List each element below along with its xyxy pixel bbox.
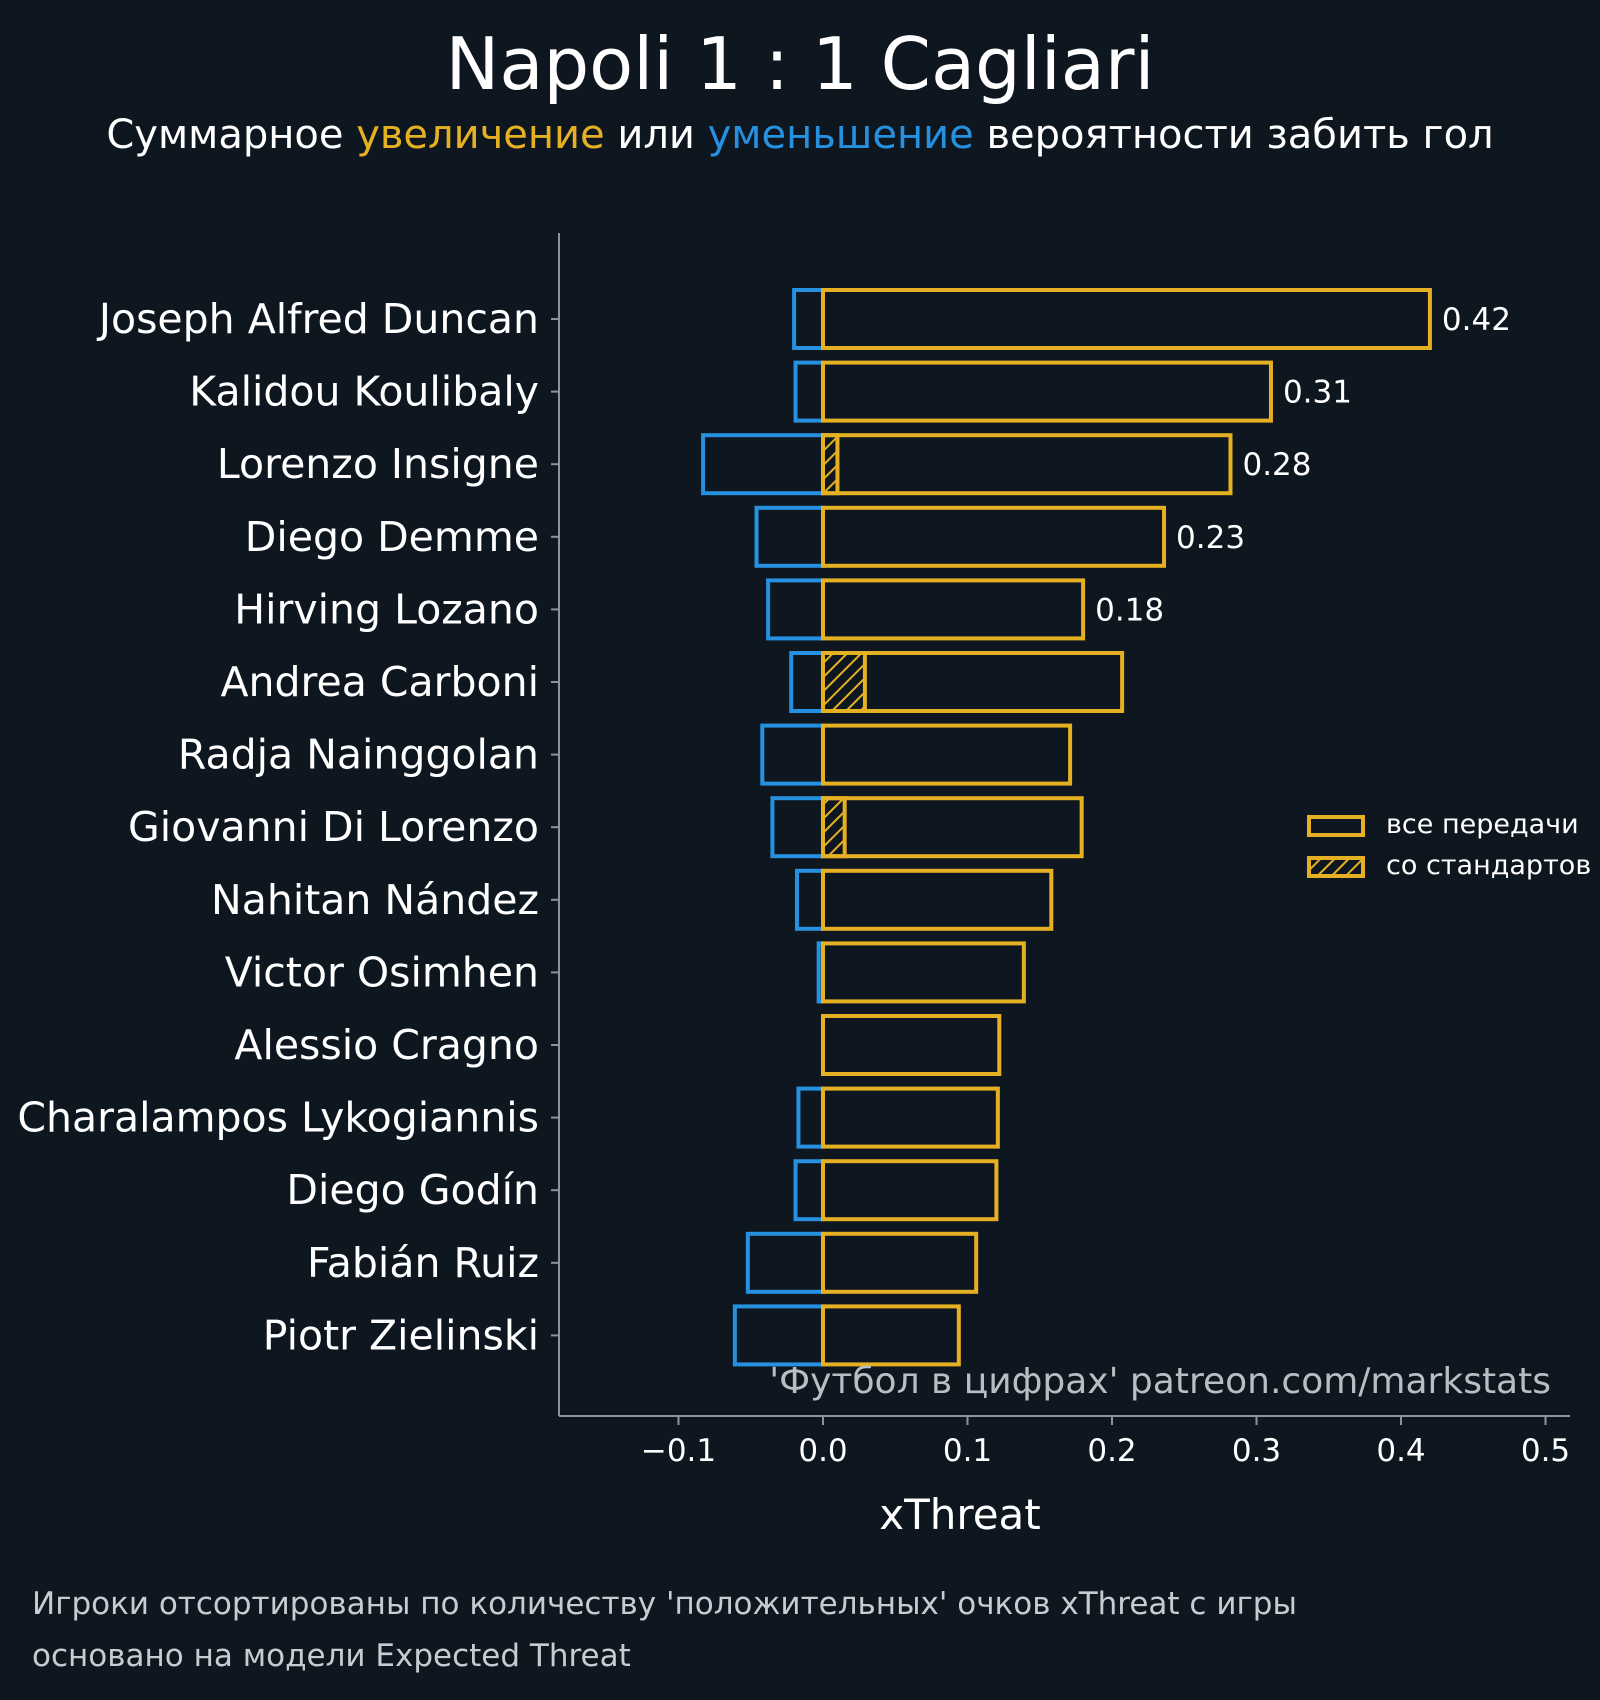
chart-title: Napoli 1 : 1 Cagliari (445, 22, 1155, 106)
subtitle-decrease-word: уменьшение (707, 112, 974, 158)
chart-subtitle: Суммарное увеличение или уменьшение веро… (0, 112, 1600, 158)
legend: все передачи со стандартов (1307, 809, 1591, 881)
value-label: 0.18 (1095, 592, 1164, 628)
player-label: Giovanni Di Lorenzo (128, 803, 539, 851)
player-label: Andrea Carboni (221, 658, 540, 706)
bar-positive (821, 288, 1432, 350)
subtitle-part-after: вероятности забить гол (973, 112, 1494, 158)
bar-positive (821, 941, 1026, 1004)
footnote-line-1: Игроки отсортированы по количеству 'поло… (32, 1586, 1297, 1622)
value-label: 0.28 (1242, 447, 1311, 483)
bar-positive (821, 505, 1167, 568)
x-tick-label: 0.4 (1376, 1433, 1425, 1469)
bar-negative (789, 651, 826, 713)
bar-negative (766, 578, 826, 641)
bar-positive (821, 651, 1125, 713)
value-label: 0.42 (1442, 302, 1511, 338)
legend-label-all-passes: все передачи (1386, 809, 1579, 840)
x-tick-label: 0.1 (943, 1433, 992, 1469)
player-label: Radja Nainggolan (178, 731, 539, 779)
bar-set-piece (821, 796, 847, 859)
subtitle-part-before: Суммарное (106, 112, 357, 158)
subtitle-increase-word: увеличение (356, 112, 605, 158)
player-label: Charalampos Lykogiannis (17, 1094, 539, 1142)
watermark: 'Футбол в цифрах' patreon.com/markstats (769, 1361, 1551, 1402)
x-tick-label: 0.3 (1232, 1433, 1281, 1469)
bar-negative (792, 288, 825, 350)
bar-negative (760, 723, 825, 786)
bar-positive (821, 1086, 1000, 1149)
x-tick-label: 0.2 (1087, 1433, 1136, 1469)
bar-negative (745, 1231, 825, 1294)
player-label: Nahitan Nández (211, 876, 539, 924)
player-label: Victor Osimhen (225, 948, 539, 996)
legend-swatch-set-pieces (1307, 856, 1365, 878)
bar-positive (821, 1304, 961, 1367)
bar-positive (821, 1014, 1002, 1076)
x-tick-label: −0.1 (641, 1433, 716, 1469)
player-label: Diego Demme (245, 513, 539, 561)
bar-positive (821, 796, 1084, 859)
value-label: 0.31 (1283, 375, 1352, 411)
footnote: Игроки отсортированы по количеству 'поло… (32, 1578, 1297, 1682)
bar-negative (701, 433, 825, 496)
bar-positive (821, 433, 1233, 496)
legend-swatch-all-passes (1307, 815, 1365, 837)
player-label: Hirving Lozano (234, 585, 539, 633)
player-label: Piotr Zielinski (263, 1311, 539, 1359)
player-label: Fabián Ruiz (307, 1239, 539, 1287)
player-label: Alessio Cragno (234, 1021, 539, 1069)
player-label: Lorenzo Insigne (217, 440, 539, 488)
bar-negative (796, 1086, 825, 1149)
bar-negative (793, 1159, 825, 1222)
bar-positive (821, 1231, 979, 1294)
bars-layer (701, 288, 1432, 1367)
bar-positive (821, 868, 1054, 931)
player-label: Joseph Alfred Duncan (96, 295, 539, 343)
player-label: Kalidou Koulibaly (189, 368, 539, 416)
x-axis-label: xThreat (879, 1490, 1041, 1539)
bar-positive (821, 723, 1073, 786)
bar-set-piece (821, 651, 867, 713)
bar-set-piece (821, 433, 840, 496)
legend-label-set-pieces: со стандартов (1386, 850, 1591, 881)
player-label: Diego Godín (286, 1166, 539, 1214)
bar-positive (821, 360, 1273, 423)
bar-negative (732, 1304, 825, 1367)
labels-layer: Joseph Alfred Duncan 0.42 Kalidou Koulibal… (17, 295, 1570, 1539)
bar-positive (821, 578, 1086, 641)
bar-negative (754, 505, 826, 568)
footnote-line-2: основано на модели Expected Threat (32, 1638, 631, 1674)
bar-negative (770, 796, 825, 859)
axes-layer (551, 233, 1570, 1425)
bar-negative (793, 360, 825, 423)
x-tick-label: 0.0 (798, 1433, 847, 1469)
bar-positive (821, 1159, 999, 1222)
value-label: 0.23 (1176, 520, 1245, 556)
x-tick-label: 0.5 (1521, 1433, 1570, 1469)
bar-negative (794, 868, 825, 931)
subtitle-part-middle: или (604, 112, 708, 158)
